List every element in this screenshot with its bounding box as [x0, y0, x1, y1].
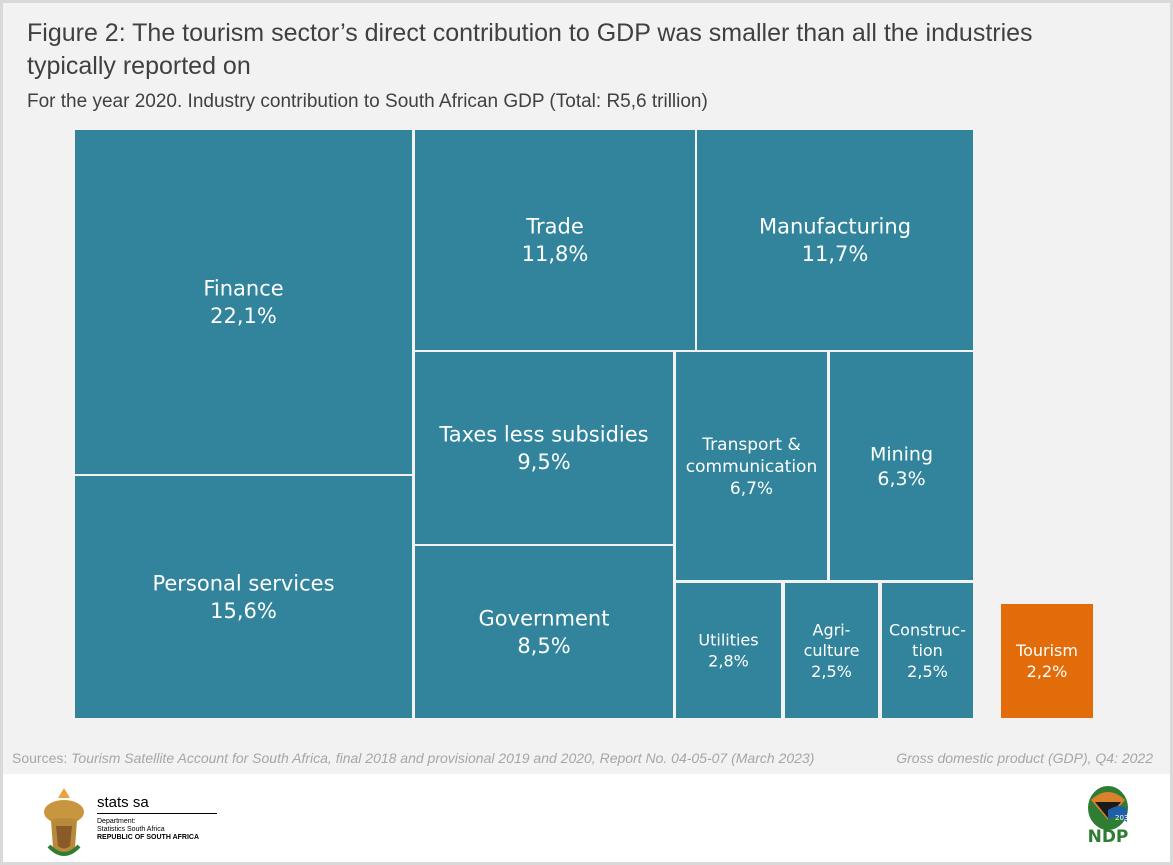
tile-name-label: Tourism — [1015, 641, 1078, 660]
coat-of-arms-logo — [44, 788, 84, 856]
treemap-tile-mining: Mining 6,3% — [830, 352, 973, 580]
sources-note: Sources: Tourism Satellite Account for S… — [12, 750, 814, 766]
treemap-tile-trade: Trade 11,8% — [415, 130, 695, 350]
treemap-tile-finance: Finance 22,1% — [75, 130, 412, 474]
tile-value-label: 8,5% — [517, 634, 570, 658]
treemap-tile-government: Government 8,5% — [415, 546, 673, 718]
dept-name: Statistics South Africa — [97, 826, 165, 833]
tile-value-label: 6,3% — [877, 468, 925, 490]
tile-value-label: 11,7% — [802, 242, 869, 266]
tile-name-label: Utilities — [698, 631, 758, 650]
tile-name-label: Finance — [203, 277, 283, 301]
ndp-text: NDP — [1088, 827, 1129, 847]
tile-name-label: Agri- — [813, 620, 851, 639]
tile-value-label: 2,2% — [1027, 662, 1068, 681]
tile-rect — [415, 352, 673, 544]
tile-rect — [676, 583, 781, 718]
tile-rect — [676, 352, 827, 580]
tile-name-label: Government — [479, 607, 610, 631]
ndp-year: 2030 — [1115, 814, 1133, 822]
tile-rect — [415, 546, 673, 718]
treemap-tile-personal-services: Personal services 15,6% — [75, 476, 412, 718]
ndp-2030-logo: 2030 NDP — [1088, 786, 1133, 847]
tile-rect — [697, 130, 973, 350]
tile-name-label: Transport & — [701, 435, 800, 455]
sources-prefix: Sources: — [12, 750, 72, 766]
statssa-name: stats sa — [97, 794, 217, 814]
tile-value-label: 11,8% — [522, 242, 589, 266]
tile-name-label: Construc- — [889, 620, 966, 639]
tile-value-label: 2,5% — [811, 662, 852, 681]
tile-value-label: 6,7% — [730, 479, 773, 499]
treemap-tile-taxes-less-subsidies: Taxes less subsidies 9,5% — [415, 352, 673, 544]
tile-value-label: 22,1% — [210, 304, 277, 328]
tile-name-label: Manufacturing — [759, 215, 911, 239]
chart-title: Figure 2: The tourism sector’s direct co… — [27, 19, 1033, 80]
tile-name-label: tion — [912, 641, 943, 660]
tile-name-label: Personal services — [152, 572, 334, 596]
treemap-chart: Finance 22,1% Personal services 15,6% Trade 1… — [75, 130, 1093, 718]
tile-value-label: 9,5% — [517, 450, 570, 474]
dept-label: Department: — [97, 818, 136, 825]
treemap-tile-tourism: Tourism 2,2% — [1001, 604, 1093, 718]
tile-name-label: culture — [804, 641, 860, 660]
tile-rect — [1001, 604, 1093, 718]
tile-name-label: communication — [686, 457, 817, 477]
tile-rect — [415, 130, 695, 350]
tile-rect — [75, 476, 412, 718]
tile-name-label: Trade — [525, 215, 584, 239]
treemap-tile-agri-culture: Agri-culture 2,5% — [785, 583, 878, 718]
tile-rect — [75, 130, 412, 474]
tile-rect — [785, 583, 878, 718]
sources-text: Tourism Satellite Account for South Afri… — [71, 750, 815, 766]
footer: stats sa Department: Statistics South Af… — [3, 774, 1170, 862]
tile-name-label: Mining — [870, 443, 933, 465]
tile-value-label: 2,8% — [708, 652, 749, 671]
tile-value-label: 2,5% — [907, 662, 948, 681]
tile-rect — [830, 352, 973, 580]
tile-rect — [882, 583, 973, 718]
country-name: REPUBLIC OF SOUTH AFRICA — [97, 834, 200, 841]
tile-name-label: Taxes less subsidies — [438, 423, 648, 447]
treemap-tile-manufacturing: Manufacturing 11,7% — [697, 130, 973, 350]
chart-subtitle: For the year 2020. Industry contribution… — [27, 91, 708, 112]
gdp-source-note: Gross domestic product (GDP), Q4: 2022 — [896, 750, 1153, 766]
tile-value-label: 15,6% — [210, 599, 277, 623]
statssa-wordmark: stats sa Department: Statistics South Af… — [97, 794, 217, 842]
treemap-tile-construc-tion: Construc-tion 2,5% — [882, 583, 973, 718]
treemap-tile-utilities: Utilities 2,8% — [676, 583, 781, 718]
